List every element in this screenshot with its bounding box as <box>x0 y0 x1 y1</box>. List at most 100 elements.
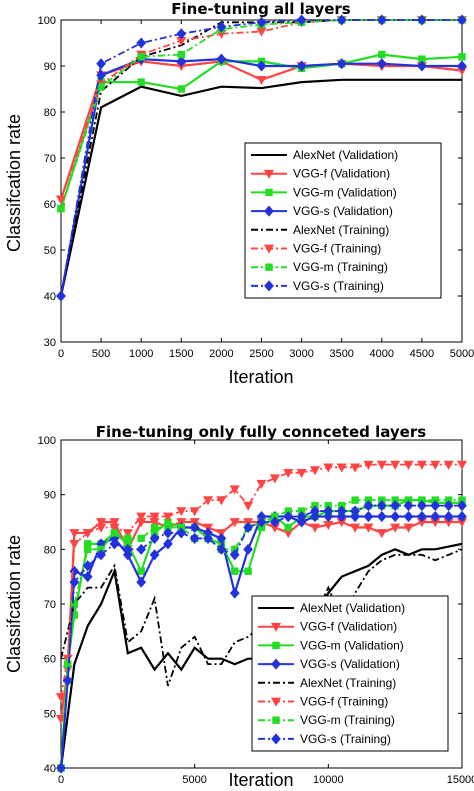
legend-label: VGG-m (Validation) <box>293 185 397 199</box>
data-point <box>336 463 347 473</box>
data-point <box>82 571 93 583</box>
data-point <box>269 474 280 484</box>
data-point <box>124 534 132 543</box>
data-point <box>296 510 307 523</box>
chart-title: Fine-tuning only fully connceted layers <box>96 423 426 441</box>
legend-label: VGG-f (Training) <box>293 242 381 256</box>
legend-label: AlexNet (Training) <box>300 676 396 690</box>
chart-fine-tuning-all-layers: Fine-tuning all layers Classifcation rat… <box>4 0 474 387</box>
data-point <box>63 660 72 668</box>
legend-marker <box>271 733 281 745</box>
data-point <box>149 512 160 522</box>
data-point <box>336 58 347 70</box>
data-point <box>229 485 240 495</box>
data-point <box>378 50 386 59</box>
data-point <box>457 14 467 26</box>
series-line <box>60 19 462 297</box>
data-point <box>96 549 106 561</box>
data-point <box>256 516 267 528</box>
data-point <box>69 529 80 539</box>
series-line <box>59 78 462 297</box>
data-point <box>458 53 466 61</box>
data-point <box>296 468 307 479</box>
data-point <box>256 27 267 37</box>
x-tick-label: 0 <box>58 774 64 786</box>
data-point <box>283 468 294 479</box>
data-point <box>456 460 468 470</box>
data-point <box>376 500 387 512</box>
data-point <box>403 500 414 512</box>
data-point <box>416 460 427 470</box>
chart-title: Fine-tuning all layers <box>171 0 351 18</box>
data-point <box>163 527 173 539</box>
data-point <box>202 496 214 506</box>
data-point <box>376 529 387 539</box>
data-point <box>70 600 79 608</box>
data-point <box>323 505 334 517</box>
data-point <box>96 58 106 70</box>
data-point <box>162 512 173 522</box>
data-point <box>403 460 414 470</box>
legend-label: VGG-s (Validation) <box>300 657 400 671</box>
y-tick-label: 100 <box>38 435 56 447</box>
data-point <box>457 510 467 523</box>
data-point <box>256 16 267 28</box>
x-tick-label: 3000 <box>289 348 313 360</box>
data-point <box>176 55 187 67</box>
legend-label: VGG-m (Training) <box>293 260 388 274</box>
data-point <box>350 463 361 473</box>
legend-box <box>244 142 442 299</box>
legend-marker <box>271 658 281 670</box>
data-point <box>69 540 80 550</box>
legend-marker <box>265 263 273 271</box>
data-point <box>336 14 347 26</box>
y-tick-label: 50 <box>44 245 56 257</box>
data-point <box>363 460 374 470</box>
data-point <box>430 510 441 523</box>
x-tick-label: 4000 <box>370 348 394 360</box>
series-5 <box>55 460 468 703</box>
data-point <box>256 479 267 489</box>
series-4 <box>60 548 463 687</box>
data-point <box>82 560 93 572</box>
data-point <box>376 14 387 26</box>
y-tick-label: 100 <box>38 15 56 27</box>
data-point <box>270 516 280 528</box>
data-point <box>229 587 240 599</box>
y-tick-label: 40 <box>44 291 56 303</box>
y-tick-label: 70 <box>44 153 56 165</box>
y-tick-label: 80 <box>44 107 56 119</box>
legend-marker <box>270 622 282 632</box>
x-tick-label: 3500 <box>329 348 353 360</box>
data-point <box>443 500 454 512</box>
data-point <box>417 510 427 523</box>
legend-label: AlexNet (Validation) <box>293 148 398 162</box>
x-tick-label: 5000 <box>450 348 474 360</box>
x-tick-label: 500 <box>92 348 110 360</box>
data-point <box>189 507 200 517</box>
x-tick-label: 1500 <box>169 348 193 360</box>
data-point <box>363 510 374 523</box>
data-point <box>323 463 334 473</box>
data-point <box>443 460 454 470</box>
data-point <box>457 60 467 72</box>
legend-label: VGG-m (Training) <box>300 713 395 727</box>
data-point <box>457 500 467 512</box>
data-point <box>203 532 213 544</box>
data-point <box>109 538 120 550</box>
data-point <box>229 549 240 561</box>
data-point <box>403 510 414 523</box>
legend-label: VGG-s (Training) <box>293 279 384 293</box>
data-point <box>231 567 239 575</box>
y-tick-label: 80 <box>44 544 56 556</box>
data-point <box>56 762 66 774</box>
data-point <box>363 500 374 512</box>
data-point <box>390 523 401 533</box>
data-point <box>243 521 253 534</box>
data-point <box>256 75 267 86</box>
series-4 <box>60 19 462 297</box>
legend-marker <box>272 716 280 724</box>
data-point <box>176 527 187 539</box>
data-point <box>84 545 92 554</box>
data-point <box>244 567 252 575</box>
